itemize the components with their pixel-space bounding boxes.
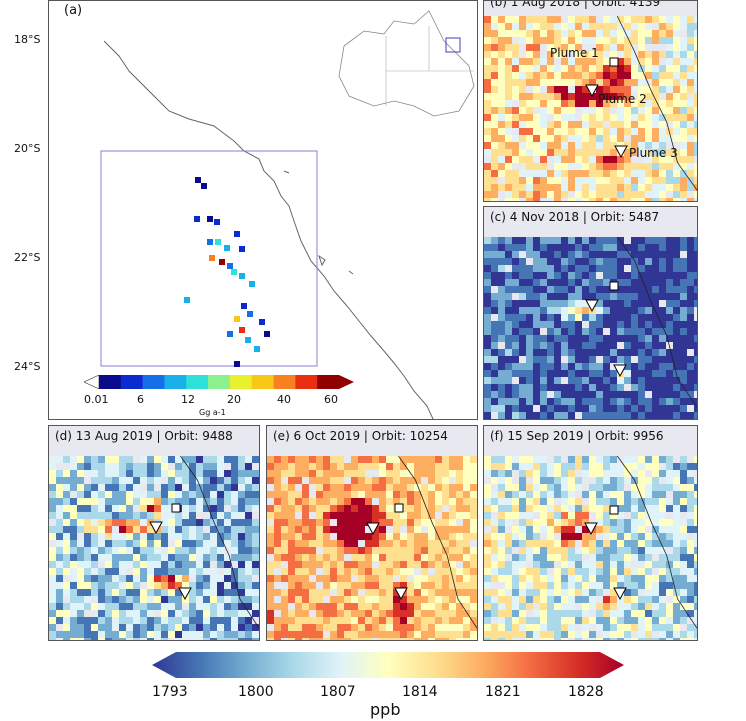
panel-b-title: (b) 1 Aug 2018 | Orbit: 4139 xyxy=(490,0,661,9)
ppb-tick: 1800 xyxy=(238,684,274,700)
panel-a-label: (a) xyxy=(64,3,83,18)
plume-1-label: Plume 1 xyxy=(550,46,599,60)
panel-f-title: (f) 15 Sep 2019 | Orbit: 9956 xyxy=(490,429,664,443)
ppb-tick: 1828 xyxy=(568,684,604,700)
lat-tick-label: 18°S xyxy=(14,33,41,46)
emission-tick: 60 xyxy=(324,393,338,406)
emission-tick: 6 xyxy=(137,393,144,406)
panel-d-title: (d) 13 Aug 2019 | Orbit: 9488 xyxy=(55,429,233,443)
panel-f: (f) 15 Sep 2019 | Orbit: 9956 xyxy=(483,425,698,641)
emission-unit: Gg a-1 xyxy=(199,408,226,417)
panel-a-map xyxy=(100,10,475,419)
ppb-tick: 1814 xyxy=(402,684,438,700)
panel-e: (e) 6 Oct 2019 | Orbit: 10254 xyxy=(266,425,478,641)
plume-2-label: Plume 2 xyxy=(598,92,647,106)
lat-tick-label: 24°S xyxy=(14,360,41,373)
ppb-colorbar xyxy=(152,652,624,678)
emission-tick: 20 xyxy=(227,393,241,406)
lat-tick-label: 20°S xyxy=(14,142,41,155)
emission-tick: 12 xyxy=(181,393,195,406)
ppb-unit: ppb xyxy=(370,700,401,719)
panel-c-title: (c) 4 Nov 2018 | Orbit: 5487 xyxy=(490,210,660,224)
plume-3-label: Plume 3 xyxy=(629,146,678,160)
australia-inset xyxy=(338,10,475,117)
panel-c: (c) 4 Nov 2018 | Orbit: 5487 xyxy=(483,206,698,420)
ppb-tick: 1793 xyxy=(152,684,188,700)
lat-tick-label: 22°S xyxy=(14,251,41,264)
emission-tick: 0.01 xyxy=(84,393,109,406)
panel-b: (b) 1 Aug 2018 | Orbit: 4139 Plume 1 Plu… xyxy=(483,0,698,202)
panel-e-title: (e) 6 Oct 2019 | Orbit: 10254 xyxy=(273,429,448,443)
panel-d: (d) 13 Aug 2019 | Orbit: 9488 xyxy=(48,425,260,641)
panel-a: (a) 18°S 20°S 22°S 24°S 0.01 6 12 20 40 … xyxy=(48,0,478,420)
ppb-tick: 1807 xyxy=(320,684,356,700)
emission-colorbar xyxy=(84,375,354,389)
emission-tick: 40 xyxy=(277,393,291,406)
ppb-tick: 1821 xyxy=(485,684,521,700)
